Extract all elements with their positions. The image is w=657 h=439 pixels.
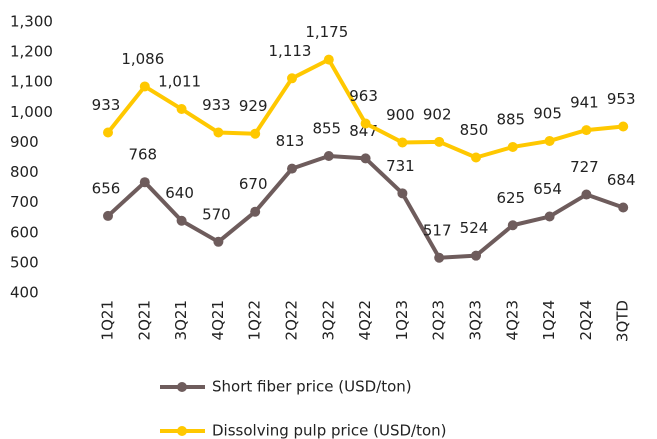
x-tick-label: 3Q23 <box>467 300 485 340</box>
data-label: 929 <box>239 97 268 115</box>
point-marker <box>360 118 371 129</box>
y-tick-label: 700 <box>10 193 39 211</box>
data-label: 625 <box>496 189 525 207</box>
data-label: 1,011 <box>158 73 201 91</box>
x-tick-label: 2Q22 <box>283 300 301 340</box>
data-label: 684 <box>607 171 636 189</box>
point-marker <box>471 152 481 163</box>
x-tick-label: 4Q22 <box>356 300 374 340</box>
point-marker <box>544 211 555 222</box>
data-label: 963 <box>349 87 378 105</box>
data-label: 902 <box>423 105 452 123</box>
point-marker <box>323 150 334 161</box>
data-label: 941 <box>570 94 599 112</box>
point-marker <box>544 135 555 146</box>
legend-label: Dissolving pulp price (USD/ton) <box>212 422 447 439</box>
data-label: 855 <box>312 119 341 137</box>
x-tick-label: 1Q22 <box>246 300 264 340</box>
point-marker <box>581 125 592 136</box>
x-tick-label: 1Q21 <box>99 300 117 340</box>
x-tick-label: 3QTD <box>614 300 632 342</box>
x-tick-label: 4Q23 <box>503 300 521 340</box>
y-tick-label: 1,000 <box>10 103 53 121</box>
y-tick-label: 800 <box>10 163 39 181</box>
series-line <box>106 153 624 260</box>
point-marker <box>103 127 113 138</box>
point-marker <box>103 210 113 221</box>
x-tick-label: 2Q24 <box>577 300 595 340</box>
x-tick-label: 2Q23 <box>430 300 448 340</box>
point-marker <box>287 163 297 174</box>
data-label: 640 <box>165 184 194 202</box>
point-marker <box>213 127 224 138</box>
x-tick-label: 3Q22 <box>319 300 337 340</box>
data-label: 953 <box>607 90 636 108</box>
x-tick-label: 1Q24 <box>540 300 558 340</box>
legend-label: Short fiber price (USD/ton) <box>212 378 412 396</box>
data-label: 656 <box>92 179 121 197</box>
point-marker <box>213 236 224 247</box>
data-label: 1,086 <box>121 50 164 68</box>
y-tick-label: 400 <box>10 284 39 302</box>
legend-marker <box>177 382 187 392</box>
data-label: 1,175 <box>305 23 348 41</box>
y-tick-label: 1,300 <box>10 13 53 31</box>
point-marker <box>250 206 261 217</box>
y-tick-label: 1,200 <box>10 43 53 61</box>
data-label: 727 <box>570 158 599 176</box>
point-marker <box>581 189 592 200</box>
y-tick-label: 900 <box>10 133 39 151</box>
data-label: 933 <box>92 96 121 114</box>
data-label: 885 <box>496 110 525 128</box>
point-marker <box>507 141 518 152</box>
point-marker <box>397 137 408 148</box>
point-marker <box>176 104 187 115</box>
data-label: 524 <box>460 219 489 237</box>
point-marker <box>434 136 445 147</box>
point-marker <box>434 252 445 263</box>
legend-marker <box>177 426 187 436</box>
data-label: 933 <box>202 96 231 114</box>
point-marker <box>471 250 481 261</box>
point-marker <box>323 54 334 65</box>
x-tick-label: 1Q23 <box>393 300 411 340</box>
point-marker <box>287 73 297 84</box>
y-tick-label: 1,100 <box>10 73 53 91</box>
data-label: 905 <box>533 104 562 122</box>
point-marker <box>360 153 371 164</box>
data-label: 900 <box>386 106 415 124</box>
data-label: 670 <box>239 175 268 193</box>
data-label: 850 <box>460 121 489 139</box>
data-label: 731 <box>386 157 415 175</box>
data-label: 570 <box>202 205 231 223</box>
data-label: 654 <box>533 180 562 198</box>
x-tick-label: 2Q21 <box>135 300 153 340</box>
data-label: 1,113 <box>269 42 312 60</box>
point-marker <box>250 128 261 139</box>
point-marker <box>618 202 629 213</box>
point-marker <box>618 121 629 132</box>
point-marker <box>139 81 150 92</box>
data-label: 517 <box>423 221 452 239</box>
data-label: 813 <box>276 132 305 150</box>
y-tick-label: 600 <box>10 223 39 241</box>
point-marker <box>139 177 150 188</box>
x-tick-label: 4Q21 <box>209 300 227 340</box>
point-marker <box>176 215 187 226</box>
point-marker <box>507 220 518 231</box>
data-label: 768 <box>128 146 157 164</box>
y-tick-label: 500 <box>10 253 39 271</box>
point-marker <box>397 188 408 199</box>
x-tick-label: 3Q21 <box>172 300 190 340</box>
